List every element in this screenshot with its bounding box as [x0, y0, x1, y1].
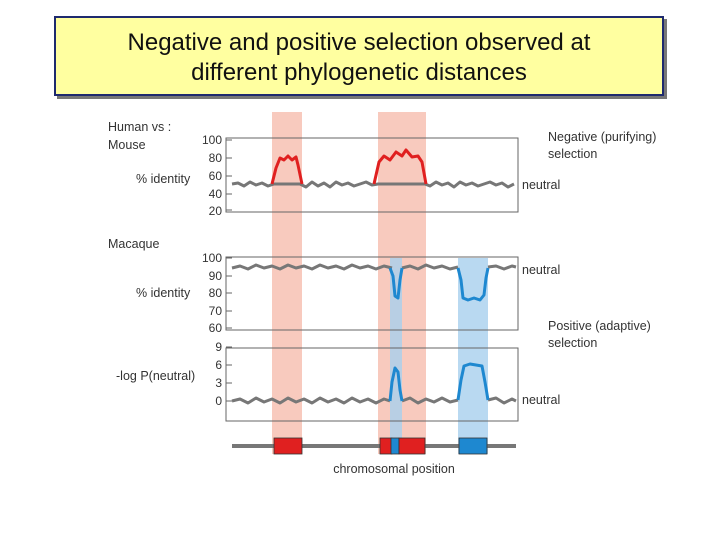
- chromosome-red-box-3: [398, 437, 426, 455]
- label-mouse: Mouse: [108, 138, 146, 152]
- bottom-positive-peak-2: [456, 362, 490, 401]
- chromosome-red-box-1: [273, 437, 303, 455]
- top-tick-40: 40: [209, 187, 223, 201]
- label-positive-line2: selection: [548, 336, 597, 350]
- label-top-neutral: neutral: [522, 178, 560, 192]
- bottom-tick-3: 3: [215, 376, 222, 390]
- label-top-y: % identity: [136, 172, 191, 186]
- label-negative-line2: selection: [548, 147, 597, 161]
- bottom-neutral-trace: [231, 396, 517, 405]
- panel-top-frame: [225, 137, 519, 213]
- middle-positive-dip-2: [456, 267, 490, 302]
- slide-title: Negative and positive selection observed…: [56, 28, 662, 88]
- top-negative-peak-1: [270, 154, 304, 185]
- chromosome-blue-box-1: [390, 437, 400, 455]
- title-box: Negative and positive selection observed…: [54, 16, 664, 96]
- bottom-positive-peak-1: [388, 366, 404, 402]
- label-positive-line1: Positive (adaptive): [548, 319, 651, 333]
- top-tick-60: 60: [209, 169, 223, 183]
- panel-bottom-frame: [225, 347, 519, 422]
- title-line-2: different phylogenetic distances: [191, 59, 527, 86]
- label-macaque: Macaque: [108, 237, 159, 251]
- chromosome-blue-box-2: [458, 437, 488, 455]
- bottom-tick-9: 9: [215, 340, 222, 354]
- middle-tick-60: 60: [209, 321, 223, 335]
- tick-marks: [226, 139, 232, 402]
- middle-tick-100: 100: [202, 251, 222, 265]
- top-negative-peak-2: [372, 148, 428, 185]
- label-negative-line1: Negative (purifying): [548, 130, 656, 144]
- label-middle-y: % identity: [136, 286, 191, 300]
- label-middle-neutral: neutral: [522, 263, 560, 277]
- middle-positive-dip-1: [388, 267, 404, 300]
- bottom-tick-0: 0: [215, 394, 222, 408]
- title-line-1: Negative and positive selection observed…: [127, 29, 591, 56]
- x-axis-label: chromosomal position: [333, 462, 455, 476]
- label-bottom-y: -log P(neutral): [116, 369, 195, 383]
- middle-tick-80: 80: [209, 286, 223, 300]
- top-tick-100: 100: [202, 133, 222, 147]
- top-tick-80: 80: [209, 151, 223, 165]
- blue-band-1: [390, 258, 402, 454]
- label-bottom-neutral: neutral: [522, 393, 560, 407]
- middle-tick-70: 70: [209, 304, 223, 318]
- top-tick-20: 20: [209, 204, 223, 218]
- label-human-vs: Human vs :: [108, 120, 171, 134]
- middle-tick-90: 90: [209, 269, 223, 283]
- chromosome-red-box-2: [379, 437, 393, 455]
- bottom-tick-6: 6: [215, 358, 222, 372]
- middle-neutral-trace: [231, 263, 517, 271]
- top-neutral-trace: [231, 180, 515, 189]
